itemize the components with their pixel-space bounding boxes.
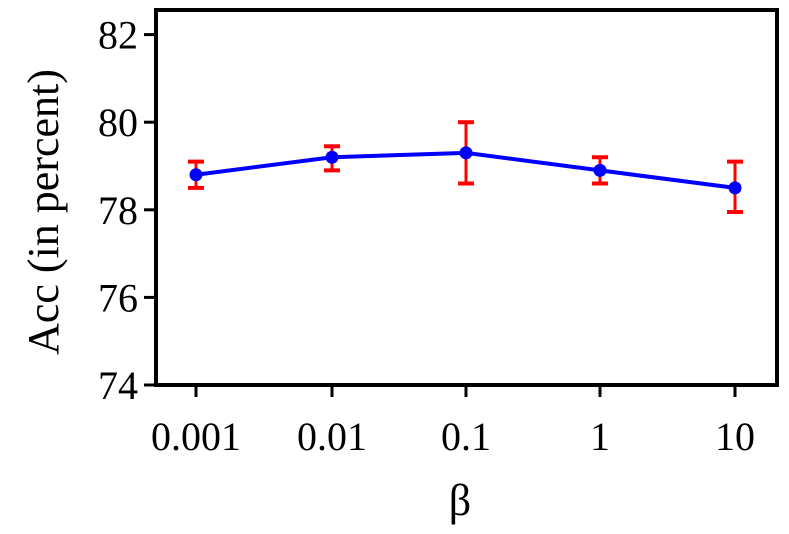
y-tick-label: 80: [98, 100, 138, 145]
x-axis: 0.001 0.01 0.1 1 10: [151, 385, 755, 459]
x-axis-label: β: [449, 476, 471, 525]
data-point: [459, 146, 473, 160]
x-tick-label: 0.1: [441, 414, 491, 459]
plot-area: [154, 8, 779, 387]
x-tick-label: 0.01: [297, 414, 367, 459]
y-tick-label: 78: [98, 188, 138, 233]
data-point: [189, 168, 203, 182]
y-tick-label: 76: [98, 275, 138, 320]
plot-frame: [154, 8, 779, 387]
data-point: [593, 163, 607, 177]
data-point: [325, 150, 339, 164]
y-axis: 74 76 78 80 82: [98, 13, 156, 408]
y-axis-label: Acc (in percent): [19, 69, 68, 355]
y-tick-label: 74: [98, 363, 138, 408]
x-tick-label: 1: [590, 414, 610, 459]
x-tick-label: 0.001: [151, 414, 241, 459]
x-tick-label: 10: [715, 414, 755, 459]
y-tick-label: 82: [98, 13, 138, 58]
data-point: [728, 181, 742, 195]
